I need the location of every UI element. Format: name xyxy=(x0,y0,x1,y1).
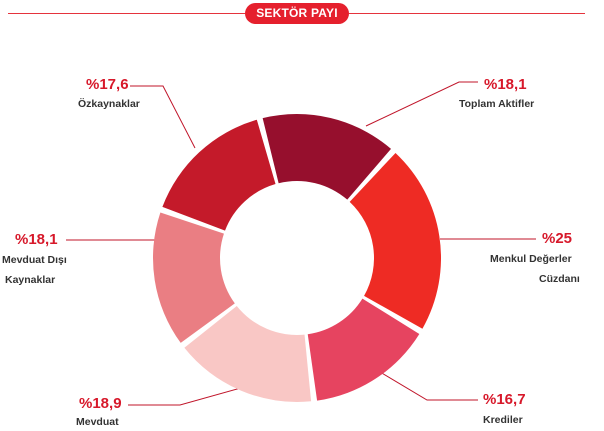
value-label-mevduat: %18,9 xyxy=(79,395,122,412)
donut-slice-menkul-de-erler-c-zdan- xyxy=(349,152,442,329)
category-label-menkul-degerler-line2: Cüzdanı xyxy=(539,273,580,285)
category-label-mevduat: Mevduat xyxy=(76,416,119,428)
donut-slice-toplam-aktifler xyxy=(262,114,392,200)
category-label-ozkaynaklar: Özkaynaklar xyxy=(78,98,140,110)
value-label-ozkaynaklar: %17,6 xyxy=(86,76,129,93)
header-line-right xyxy=(349,13,585,14)
category-label-toplam-aktifler: Toplam Aktifler xyxy=(459,98,535,110)
category-label-mevduat-disi-line2: Kaynaklar xyxy=(5,274,56,286)
value-label-toplam-aktifler: %18,1 xyxy=(484,76,527,93)
category-label-menkul-degerler-line1: Menkul Değerler xyxy=(490,253,572,265)
leader-line--zkaynaklar xyxy=(130,85,196,149)
value-label-mevduat-disi: %18,1 xyxy=(15,231,58,248)
value-label-menkul-degerler: %25 xyxy=(542,230,573,247)
header-line-left xyxy=(8,13,245,14)
category-label-mevduat-disi-line1: Mevduat Dışı xyxy=(2,254,67,266)
donut-slice--zkaynaklar xyxy=(162,119,276,231)
donut-slice-mevduat xyxy=(184,305,312,402)
category-label-krediler: Krediler xyxy=(483,414,523,426)
leader-line-mevduat xyxy=(128,381,263,406)
chart-title-badge: SEKTÖR PAYI xyxy=(245,3,349,24)
donut-slice-mevduat-d-kaynaklar xyxy=(153,212,235,343)
leader-line-krediler xyxy=(379,371,478,401)
donut-slice-krediler xyxy=(307,298,420,401)
value-label-krediler: %16,7 xyxy=(483,391,526,408)
leader-line-toplam-aktifler xyxy=(365,81,478,127)
